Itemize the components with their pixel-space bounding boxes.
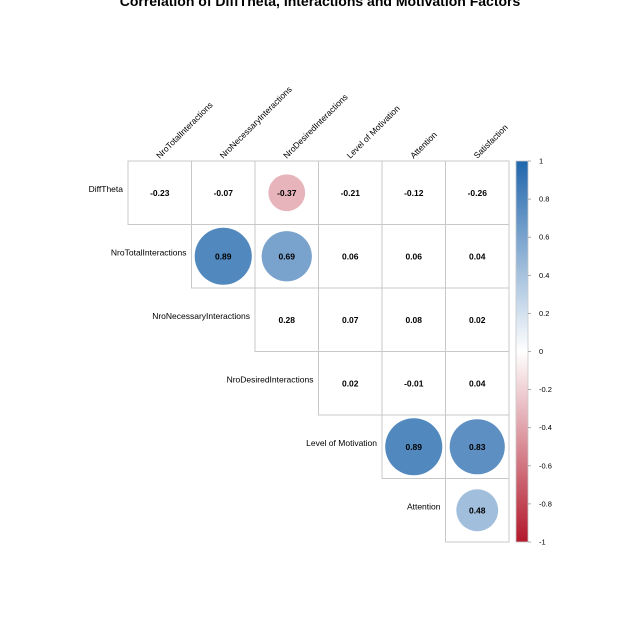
legend-tick-label: -0.6 [539,461,552,470]
color-legend-bar [515,160,529,543]
correlation-value: 0.02 [469,315,486,325]
correlation-circle [449,419,505,475]
correlation-value: 0.83 [469,442,486,452]
matrix-cell [445,224,510,289]
column-label: NroNecessaryInteractions [218,84,294,160]
color-legend: 1 0.8 0.6 0.4 0.2 0 -0.2 -0.4 -0.6 -0.8 -1 [515,157,552,547]
legend-tick-label: 0 [539,347,543,356]
correlation-value: 0.04 [469,378,486,388]
matrix-cell [318,224,383,289]
legend-tick-label: -0.8 [539,499,552,508]
chart-title: Correlation of DiffTheta, Interactions a… [120,0,521,9]
correlation-circle [385,418,443,476]
correlation-value: -0.12 [404,188,424,198]
correlation-circle [456,489,499,532]
legend-tick-label: 0.8 [539,195,549,204]
row-label: DiffTheta [89,184,124,194]
correlation-value: 0.89 [215,251,232,261]
correlation-value: 0.06 [342,251,359,261]
row-labels: DiffTheta NroTotalInteractions NroNecessar… [89,184,441,512]
row-label: NroTotalInteractions [111,247,187,257]
correlation-circle [194,227,252,285]
legend-tick-label: 0.4 [539,271,549,280]
correlation-value: 0.02 [342,378,359,388]
column-label: Attention [408,129,439,160]
matrix-cell [445,287,510,352]
matrix-cell [191,160,256,225]
correlation-value: 0.28 [278,315,295,325]
matrix-cell [318,287,383,352]
legend-tick-label: 0.2 [539,309,549,318]
row-label: Attention [407,501,441,511]
legend-tick-label: 1 [539,157,543,166]
legend-tick-label: -1 [539,538,546,547]
legend-tick-label: -0.4 [539,423,552,432]
column-labels: NroTotalInteractions NroNecessaryInteract… [154,84,510,160]
correlation-value: -0.07 [214,188,234,198]
row-label: NroDesiredInteractions [227,374,314,384]
correlation-value: 0.08 [405,315,422,325]
correlation-value: -0.37 [277,188,297,198]
row-label: NroNecessaryInteractions [152,311,250,321]
matrix-cell [445,160,510,225]
correlation-circle [268,174,306,212]
correlation-value: -0.23 [150,188,170,198]
matrix-cell [381,160,446,225]
correlation-value: 0.06 [405,251,422,261]
column-label: NroTotalInteractions [154,100,215,161]
legend-tick-label: 0.6 [539,233,549,242]
correlation-value: -0.26 [468,188,488,198]
matrix-cell [445,351,510,416]
correlation-value: -0.01 [404,378,424,388]
correlation-circle [261,231,312,282]
matrix-cell [318,351,383,416]
matrix-cells: -0.23 -0.07 -0.37 -0.21 -0.12 -0.26 0.89 0.69 0.… [127,160,510,543]
matrix-cell [381,351,446,416]
correlation-value: 0.48 [469,505,486,515]
column-label: Level of Motivation [345,103,402,160]
correlation-value: 0.69 [278,251,295,261]
correlation-value: 0.89 [405,442,422,452]
correlation-value: 0.07 [342,315,359,325]
matrix-cell [127,160,192,225]
column-label: NroDesiredInteractions [281,92,350,161]
row-label: Level of Motivation [306,438,377,448]
legend-tick-label: -0.2 [539,385,552,394]
column-label: Satisfaction [472,122,510,160]
correlation-value: 0.04 [469,251,486,261]
correlation-value: -0.21 [341,188,361,198]
